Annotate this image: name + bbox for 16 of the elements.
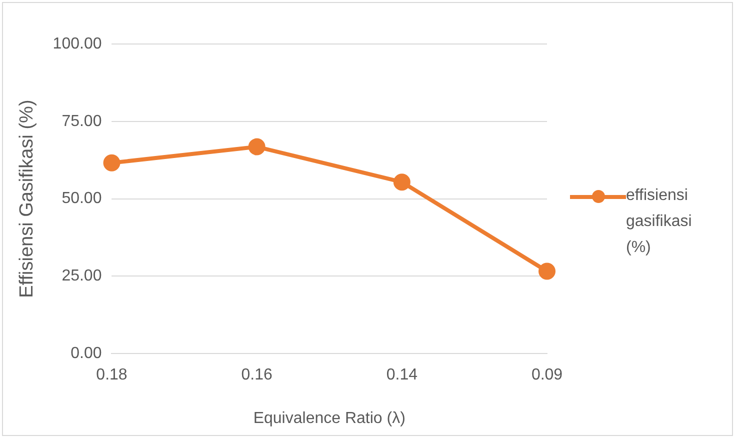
y-tick-label: 25.00 <box>62 268 102 285</box>
y-axis-title: Effisiensi Gasifikasi (%) <box>16 100 38 298</box>
x-tick-label: 0.16 <box>241 366 272 384</box>
point <box>103 154 120 172</box>
point <box>538 262 556 280</box>
point <box>248 138 266 156</box>
point <box>393 174 410 191</box>
y-tick-label: 50.00 <box>62 190 102 208</box>
y-tick-label: 0.00 <box>70 345 102 362</box>
x-tick-label: 0.09 <box>531 366 563 384</box>
x-axis-title: Equivalence Ratio (λ) <box>253 410 406 427</box>
legend-label: effisiensi gasifikasi (%) <box>626 186 693 258</box>
y-tick-label: 100.00 <box>52 35 102 52</box>
x-tick-label: 0.14 <box>386 366 418 384</box>
y-tick-label: 75.00 <box>62 112 102 130</box>
x-tick-label: 0.18 <box>96 366 128 384</box>
